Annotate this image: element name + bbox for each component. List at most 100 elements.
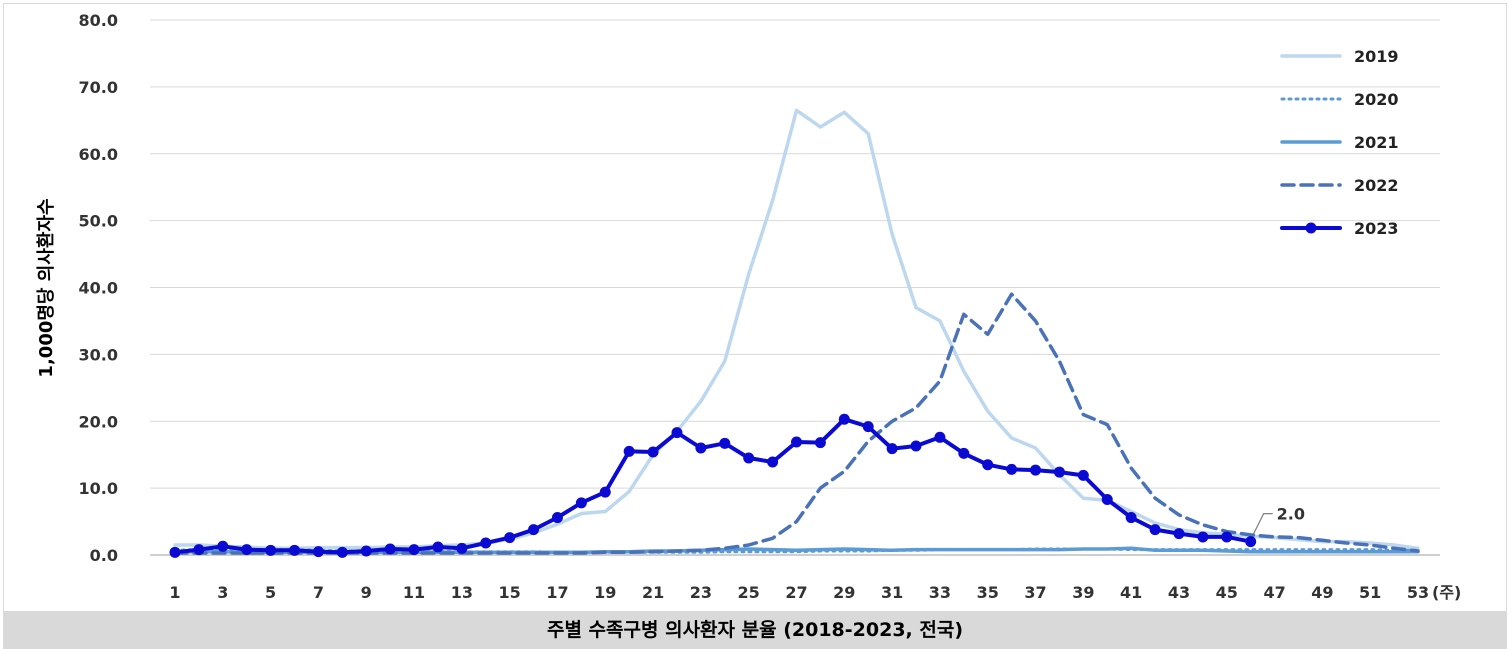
y-tick-label: 70.0 bbox=[79, 78, 118, 97]
data-point-2023-w12 bbox=[432, 541, 444, 553]
y-tick-label: 20.0 bbox=[79, 412, 118, 431]
data-point-2023-w7 bbox=[312, 546, 324, 558]
data-point-2023-w9 bbox=[360, 545, 372, 557]
x-tick-label: 11 bbox=[403, 583, 425, 602]
data-point-2023-w46 bbox=[1245, 536, 1257, 548]
x-tick-label: 35 bbox=[977, 583, 999, 602]
y-tick-label: 0.0 bbox=[90, 546, 118, 565]
series-line-2021 bbox=[173, 546, 1420, 555]
data-point-2023-w28 bbox=[814, 437, 826, 449]
chart-frame bbox=[3, 3, 1507, 646]
legend-label-2019: 2019 bbox=[1354, 47, 1399, 66]
data-point-2023-w15 bbox=[504, 532, 516, 544]
x-tick-label: 31 bbox=[881, 583, 903, 602]
data-point-2023-w29 bbox=[838, 413, 850, 425]
x-axis-unit: (주) bbox=[1432, 583, 1461, 602]
data-point-2023-w3 bbox=[217, 540, 229, 552]
x-tick-label: 49 bbox=[1311, 583, 1333, 602]
data-point-2023-w13 bbox=[456, 542, 468, 554]
data-point-2023-w17 bbox=[551, 512, 563, 524]
annotation-leader bbox=[1253, 513, 1273, 534]
x-tick-label: 17 bbox=[546, 583, 568, 602]
data-point-2023-w42 bbox=[1149, 524, 1161, 536]
x-tick-label: 51 bbox=[1359, 583, 1381, 602]
data-point-2023-w14 bbox=[480, 537, 492, 549]
legend-label-2020: 2020 bbox=[1354, 90, 1399, 109]
x-tick-label: 37 bbox=[1024, 583, 1046, 602]
x-tick-label: 3 bbox=[217, 583, 228, 602]
x-tick-label: 21 bbox=[642, 583, 664, 602]
data-point-2023-w21 bbox=[647, 446, 659, 458]
series-layer bbox=[169, 108, 1420, 558]
data-point-2023-w33 bbox=[934, 431, 946, 443]
data-point-2023-w1 bbox=[169, 546, 181, 558]
data-point-2023-w38 bbox=[1053, 466, 1065, 478]
x-tick-label: 45 bbox=[1216, 583, 1238, 602]
x-tick-label: 27 bbox=[785, 583, 807, 602]
data-point-2023-w45 bbox=[1221, 531, 1233, 543]
data-point-2023-w2 bbox=[193, 544, 205, 556]
chart-title: 주별 수족구병 의사환자 분율 (2018-2023, 전국) bbox=[3, 611, 1507, 649]
y-tick-label: 60.0 bbox=[79, 145, 118, 164]
x-tick-label: 39 bbox=[1072, 583, 1094, 602]
y-tick-label: 80.0 bbox=[79, 11, 118, 30]
y-tick-label: 30.0 bbox=[79, 345, 118, 364]
data-point-2023-w11 bbox=[408, 544, 420, 556]
data-point-2023-w44 bbox=[1197, 531, 1209, 543]
x-tick-label: 25 bbox=[738, 583, 760, 602]
x-tick-label: 23 bbox=[690, 583, 712, 602]
data-point-2023-w25 bbox=[743, 452, 755, 464]
data-point-2023-w6 bbox=[289, 544, 301, 556]
x-tick-label: 9 bbox=[361, 583, 372, 602]
annotation-label: 2.0 bbox=[1277, 505, 1305, 524]
x-tick-label: 47 bbox=[1263, 583, 1285, 602]
series-line-2022 bbox=[173, 292, 1420, 555]
data-point-2023-w22 bbox=[671, 427, 683, 439]
data-point-2023-w10 bbox=[384, 543, 396, 555]
data-point-2023-w41 bbox=[1125, 512, 1137, 524]
data-point-2023-w5 bbox=[265, 544, 277, 556]
x-tick-label: 7 bbox=[313, 583, 324, 602]
y-tick-label: 10.0 bbox=[79, 479, 118, 498]
data-point-2023-w35 bbox=[982, 459, 994, 471]
data-point-2023-w32 bbox=[910, 440, 922, 452]
data-point-2023-w4 bbox=[241, 544, 253, 556]
x-tick-label: 53 bbox=[1407, 583, 1429, 602]
x-tick-label: 33 bbox=[929, 583, 951, 602]
data-point-2023-w24 bbox=[719, 437, 731, 449]
legend-label-2022: 2022 bbox=[1354, 176, 1399, 195]
x-tick-label: 5 bbox=[265, 583, 276, 602]
data-point-2023-w30 bbox=[862, 421, 874, 433]
data-point-2023-w19 bbox=[599, 486, 611, 498]
legend: 2019 2020 2021 2022 2023 bbox=[1280, 47, 1399, 238]
x-tick-label: 15 bbox=[499, 583, 521, 602]
x-tick-label: 41 bbox=[1120, 583, 1142, 602]
data-point-2023-w20 bbox=[623, 445, 635, 457]
data-point-2023-w27 bbox=[791, 436, 802, 448]
x-tick-label: 29 bbox=[833, 583, 855, 602]
series-line-2019 bbox=[173, 108, 1420, 551]
data-point-2023-w23 bbox=[695, 442, 707, 454]
series-line-2023 bbox=[173, 417, 1253, 555]
annotation-layer: 2.0 bbox=[1253, 505, 1305, 534]
data-point-2023-w43 bbox=[1173, 528, 1185, 540]
x-tick-label: 43 bbox=[1168, 583, 1190, 602]
y-tick-label: 40.0 bbox=[79, 279, 118, 298]
data-point-2023-w39 bbox=[1077, 469, 1089, 481]
y-axis-label: 1,000명당 의사환자수 bbox=[35, 198, 57, 377]
data-point-2023-w26 bbox=[767, 456, 779, 468]
x-tick-label: 13 bbox=[451, 583, 473, 602]
x-tick-label: 1 bbox=[169, 583, 180, 602]
legend-label-2021: 2021 bbox=[1354, 133, 1399, 152]
data-point-2023-w31 bbox=[886, 443, 898, 455]
data-point-2023-w40 bbox=[1101, 493, 1113, 505]
data-point-2023-w34 bbox=[958, 447, 970, 459]
data-point-2023-w36 bbox=[1006, 463, 1018, 475]
grid-layer bbox=[150, 19, 1440, 489]
y-axis: 0.0 10.0 20.0 30.0 40.0 50.0 60.0 70.0 80.0 bbox=[79, 11, 118, 565]
legend-label-2023: 2023 bbox=[1354, 219, 1399, 238]
x-axis: 1 3 5 7 9 11 13 15 17 19 21 23 25 27 29 31 33 35 37 39 41 43 4… bbox=[150, 554, 1461, 602]
data-point-2023-w8 bbox=[336, 546, 348, 558]
data-point-2023-w18 bbox=[575, 497, 587, 509]
